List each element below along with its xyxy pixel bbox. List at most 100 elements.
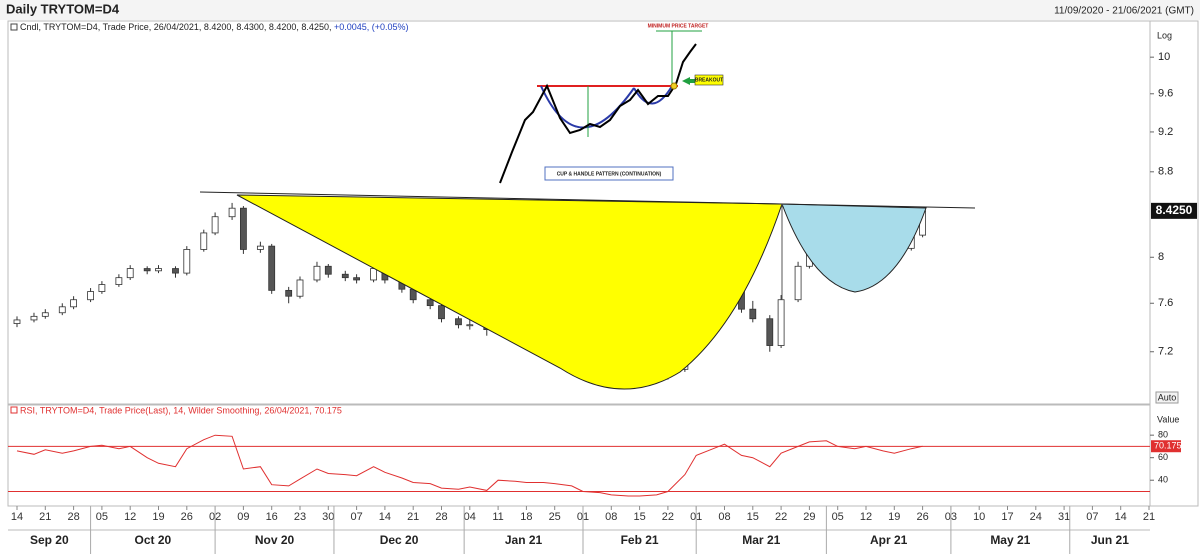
candle-body (353, 277, 361, 281)
x-tick-label: 07 (1086, 511, 1098, 523)
candle-body (777, 299, 785, 346)
last-price-box (1151, 202, 1197, 219)
candle-body (13, 319, 21, 324)
rsi-last-box (1151, 440, 1181, 453)
x-tick-label: 18 (520, 511, 532, 523)
scale-label: Log (1157, 30, 1172, 40)
rsi-legend: RSI, TRYTOM=D4, Trade Price(Last), 14, W… (20, 405, 342, 415)
x-tick-label: 05 (96, 511, 108, 523)
candle-body (426, 299, 434, 307)
candle-body (749, 308, 757, 320)
rsi-axis-label: Value (1157, 414, 1179, 424)
date-range: 11/09/2020 - 21/06/2021 (GMT) (1054, 6, 1194, 17)
rsi-y-tick-label: 60 (1158, 452, 1168, 462)
candle-body (126, 268, 134, 279)
x-tick-label: 11 (492, 511, 503, 523)
x-tick-label: 30 (322, 511, 334, 523)
x-tick-label: 08 (605, 511, 617, 523)
legend-text: Cndl, TRYTOM=D4, Trade Price, 26/04/2021… (20, 22, 331, 32)
last-price-label: 8.4250 (1156, 203, 1193, 217)
inset-price-path (499, 43, 697, 184)
x-tick-label: 26 (181, 511, 193, 523)
candle-body (341, 273, 349, 279)
candle-body (794, 265, 802, 301)
x-tick-label: 10 (973, 511, 985, 523)
x-tick-label: 25 (549, 511, 561, 523)
month-label: Feb 21 (621, 533, 659, 547)
x-tick-label: 08 (718, 511, 730, 523)
month-label: Jan 21 (505, 533, 543, 547)
x-tick-label: 07 (350, 511, 362, 523)
x-tick-label: 28 (67, 511, 79, 523)
rsi-y-tick-label: 80 (1158, 430, 1168, 440)
right-axis (1149, 20, 1199, 507)
rsi-y-tick-label: 40 (1158, 475, 1168, 485)
month-label: Nov 20 (255, 533, 295, 547)
trend-line (199, 191, 976, 209)
candle-body (766, 318, 774, 346)
y-tick-label: 8 (1158, 251, 1164, 263)
month-label: Jun 21 (1091, 533, 1129, 547)
legend-change: +0.0045, (+0.05%) (334, 22, 409, 32)
candle-body (466, 324, 474, 327)
candle-body (183, 249, 191, 274)
cup-shape (236, 194, 783, 390)
breakout-arrow (682, 77, 695, 85)
candle-body (370, 268, 377, 281)
x-tick-label: 19 (888, 511, 900, 523)
candle-body (87, 291, 94, 301)
y-tick-label: 10 (1158, 51, 1170, 63)
month-label: Apr 21 (870, 533, 908, 547)
x-tick-label: 14 (11, 511, 23, 523)
x-tick-label: 28 (435, 511, 447, 523)
candle-body (200, 232, 208, 250)
x-tick-label: 19 (152, 511, 164, 523)
candle-body (268, 245, 276, 291)
candle-body (256, 245, 264, 250)
candle-body (155, 268, 162, 272)
candle-body (58, 306, 66, 314)
rsi-last-label: 70.175 (1154, 441, 1182, 451)
x-tick-label: 21 (39, 511, 51, 523)
candle-body (211, 216, 219, 234)
breakout-point (670, 82, 678, 90)
x-tick-label: 22 (775, 511, 787, 523)
month-label: Mar 21 (742, 533, 780, 547)
candle-body (143, 268, 151, 272)
pattern-box (544, 166, 674, 181)
month-label: Oct 20 (134, 533, 171, 547)
y-tick-label: 9.6 (1158, 88, 1173, 100)
x-tick-label: 23 (294, 511, 306, 523)
candle-body (70, 299, 77, 308)
x-tick-label: 14 (1115, 511, 1127, 523)
x-tick-label: 22 (662, 511, 674, 523)
y-tick-label: 9.2 (1158, 126, 1173, 138)
x-tick-label: 29 (803, 511, 815, 523)
handle-shape (781, 203, 927, 293)
candle-body (30, 315, 38, 321)
x-tick-label: 15 (633, 511, 645, 523)
target-label: MINIMUM PRICE TARGET (648, 23, 709, 29)
y-tick-label: 7.2 (1158, 346, 1173, 358)
x-tick-label: 05 (832, 511, 844, 523)
x-tick-label: 14 (379, 511, 391, 523)
candle-body (313, 265, 321, 281)
x-tick-label: 16 (266, 511, 278, 523)
x-tick-label: 21 (407, 511, 419, 523)
candle-body (239, 207, 247, 250)
x-tick-label: 31 (1058, 511, 1070, 523)
candle-body (296, 279, 304, 297)
price-legend: Cndl, TRYTOM=D4, Trade Price, 26/04/2021… (20, 22, 409, 32)
auto-button[interactable] (1155, 391, 1179, 404)
legend-swatch (10, 23, 18, 31)
header-bar (0, 0, 1200, 20)
pattern-label: CUP & HANDLE PATTERN (CONTINUATION) (557, 171, 662, 177)
x-tick-label: 24 (1030, 511, 1042, 523)
candle-body (115, 277, 123, 285)
candle-body (228, 207, 236, 218)
auto-label: Auto (1158, 392, 1177, 402)
month-label: Sep 20 (30, 533, 69, 547)
month-label: Dec 20 (380, 533, 419, 547)
